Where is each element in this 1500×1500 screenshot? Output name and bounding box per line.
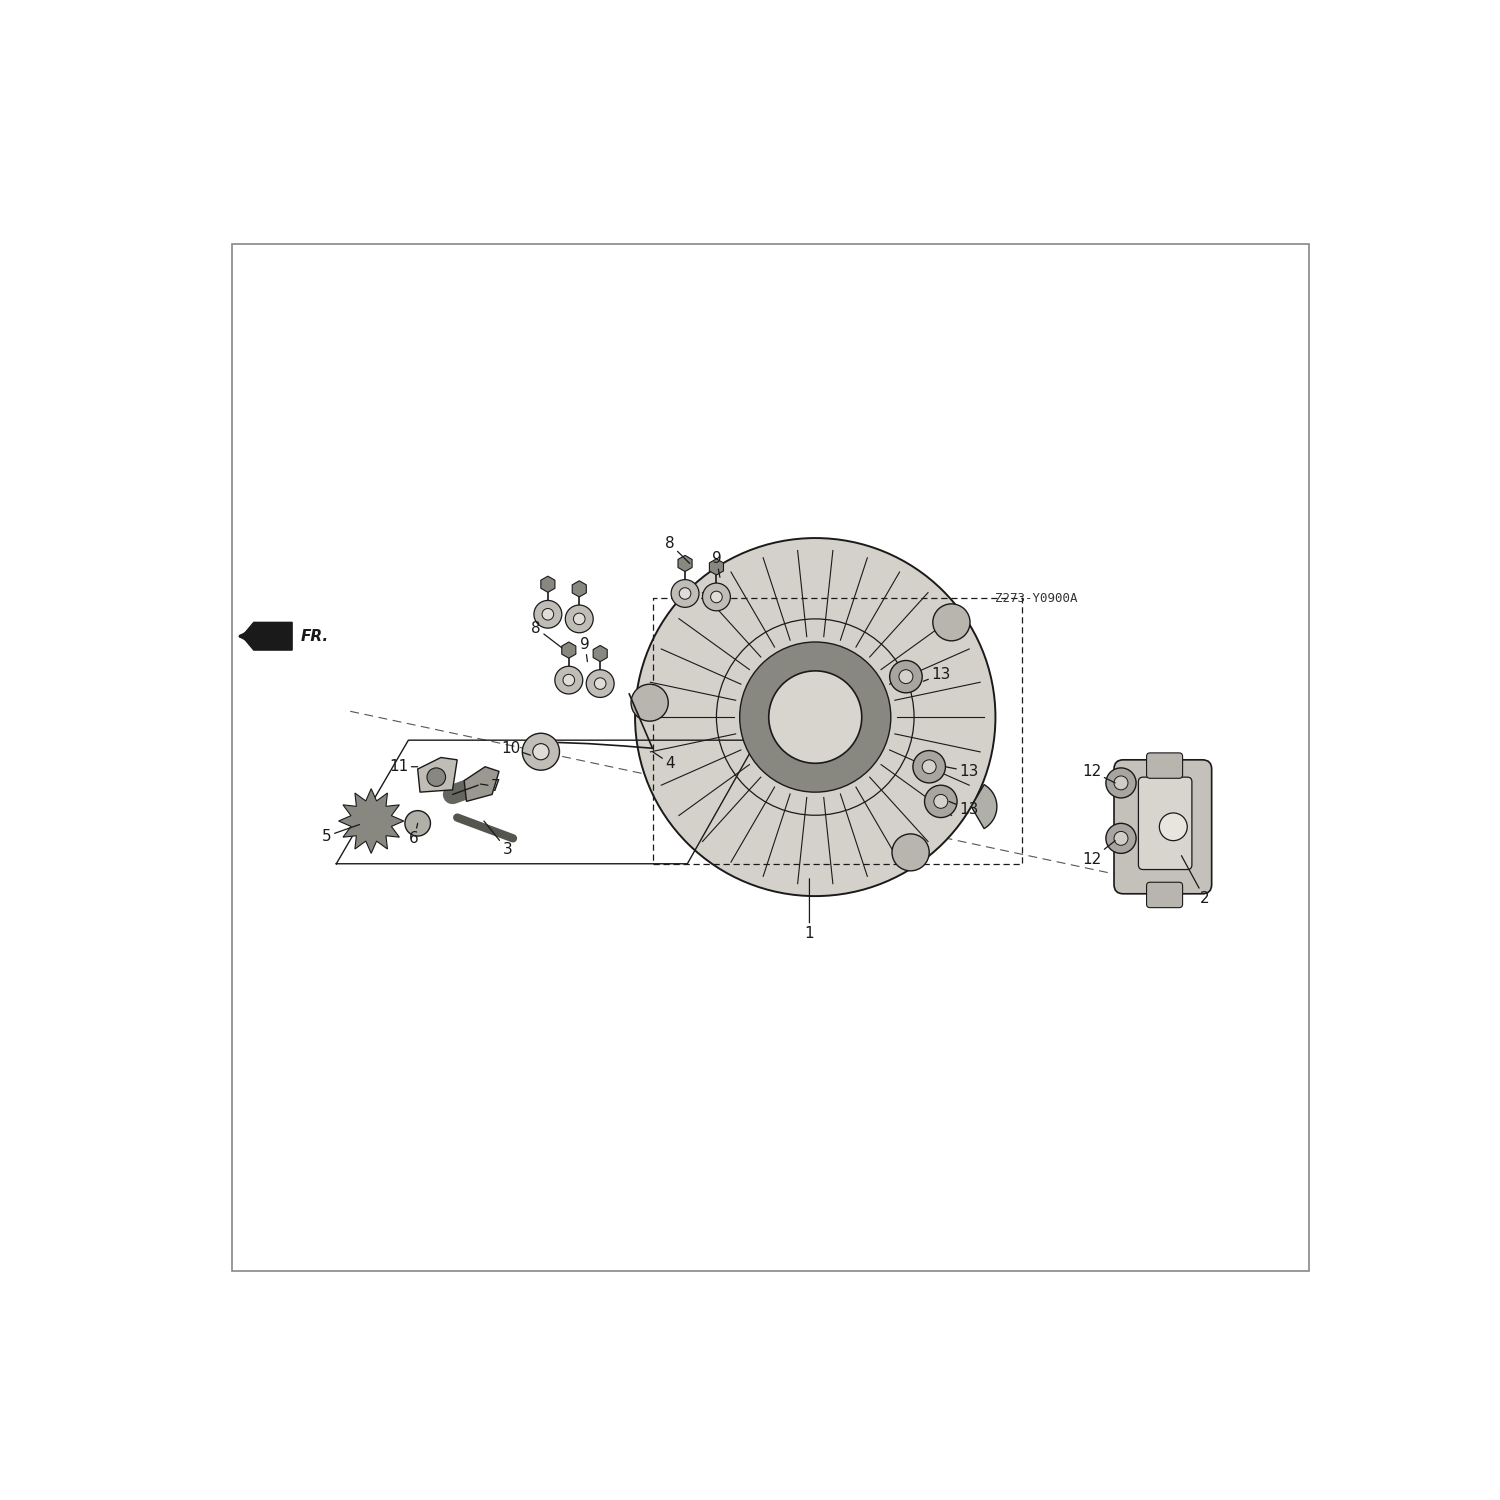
Circle shape (534, 600, 562, 628)
Circle shape (542, 609, 554, 619)
Text: Z273-Y0900A: Z273-Y0900A (994, 591, 1077, 604)
Circle shape (711, 591, 723, 603)
Polygon shape (710, 560, 723, 574)
Polygon shape (678, 555, 692, 572)
Circle shape (670, 579, 699, 608)
Circle shape (555, 666, 582, 694)
Circle shape (573, 614, 585, 624)
Circle shape (898, 669, 914, 684)
Text: FR.: FR. (300, 628, 328, 644)
Text: 13: 13 (950, 801, 978, 818)
Text: 8: 8 (531, 621, 562, 648)
Circle shape (562, 675, 574, 686)
Circle shape (768, 670, 861, 764)
Text: 1: 1 (804, 879, 814, 940)
Text: 12: 12 (1083, 764, 1114, 783)
Circle shape (1106, 824, 1136, 854)
Polygon shape (339, 789, 404, 853)
Circle shape (1106, 768, 1136, 798)
Circle shape (586, 669, 613, 698)
Polygon shape (592, 645, 608, 662)
Text: 11: 11 (390, 759, 417, 774)
Text: 5: 5 (322, 825, 360, 843)
FancyBboxPatch shape (1146, 882, 1182, 908)
Circle shape (532, 744, 549, 760)
Circle shape (922, 760, 936, 774)
Circle shape (740, 642, 891, 792)
Circle shape (914, 750, 945, 783)
Circle shape (933, 604, 970, 640)
Polygon shape (242, 622, 292, 650)
Circle shape (1114, 776, 1128, 790)
Text: 7: 7 (480, 778, 501, 794)
Circle shape (934, 795, 948, 808)
Circle shape (702, 584, 730, 610)
Text: 13: 13 (924, 668, 951, 682)
Circle shape (924, 784, 957, 818)
Bar (231, 243, 1310, 1272)
Text: 12: 12 (1083, 840, 1114, 867)
Wedge shape (972, 784, 998, 828)
Text: 13: 13 (945, 764, 978, 778)
Circle shape (890, 660, 922, 693)
Text: 6: 6 (410, 824, 419, 846)
Polygon shape (562, 642, 576, 658)
Text: 2: 2 (1182, 855, 1209, 906)
Text: 8: 8 (664, 537, 690, 564)
Text: 9: 9 (711, 552, 722, 578)
Text: 10: 10 (501, 741, 531, 756)
Circle shape (680, 588, 692, 600)
Circle shape (632, 684, 668, 722)
Text: 4: 4 (652, 752, 675, 771)
FancyBboxPatch shape (1146, 753, 1182, 778)
Circle shape (1114, 831, 1128, 846)
FancyBboxPatch shape (1114, 760, 1212, 894)
FancyBboxPatch shape (1138, 777, 1192, 870)
Circle shape (405, 810, 430, 836)
Circle shape (522, 734, 560, 770)
Circle shape (1160, 813, 1188, 840)
Circle shape (427, 768, 445, 786)
Circle shape (892, 834, 928, 872)
Circle shape (566, 604, 592, 633)
Polygon shape (542, 576, 555, 592)
Text: 9: 9 (580, 638, 590, 662)
Polygon shape (464, 766, 500, 801)
Circle shape (634, 538, 996, 896)
Polygon shape (572, 580, 586, 597)
Circle shape (594, 678, 606, 690)
Text: 3: 3 (484, 821, 512, 858)
Polygon shape (417, 758, 458, 792)
